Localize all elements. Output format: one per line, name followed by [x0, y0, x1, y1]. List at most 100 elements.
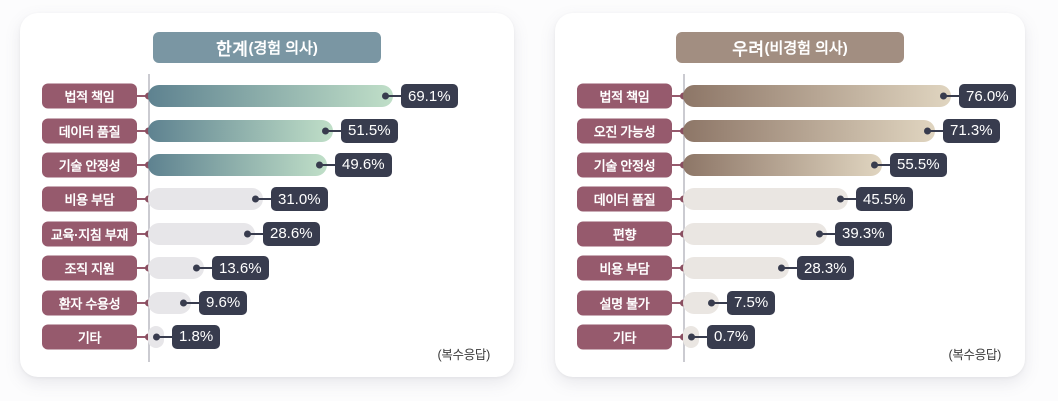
category-label-badge: 법적 책임: [42, 83, 137, 109]
category-label-badge: 기술 안정성: [42, 152, 137, 178]
label-tick-line: [135, 301, 148, 304]
category-label-badge: 법적 책임: [577, 83, 672, 109]
bar-row: 환자 수용성 9.6%: [20, 285, 514, 319]
category-label-badge: 교육·지침 부재: [42, 221, 137, 247]
value-label-badge: 31.0%: [271, 187, 328, 212]
bar-end-dot: [871, 161, 878, 169]
bar-row: 비용 부담 31.0%: [20, 182, 514, 216]
label-tick-line: [135, 163, 148, 166]
value-label-badge: 28.3%: [797, 256, 854, 281]
y-axis-line: [683, 74, 685, 362]
chart-title-sub: (비경험 의사): [764, 40, 848, 57]
value-connector-line: [841, 198, 856, 201]
category-label-badge: 기술 안정성: [577, 152, 672, 178]
bar-chart-concerns: 법적 책임 76.0% 오진 가능성 71.3% 기술 안정성 55.5% 데이터 품질 45…: [555, 74, 1025, 362]
bar-row: 기타 1.8%: [20, 320, 514, 354]
value-bar: [683, 153, 882, 176]
bar-row: 교육·지침 부재 28.6%: [20, 217, 514, 251]
value-connector-line: [320, 163, 335, 166]
bar-row: 기타 0.7%: [555, 320, 1025, 354]
bar-row: 법적 책임 76.0%: [555, 79, 1025, 113]
value-bar: [148, 119, 333, 142]
label-tick-line: [135, 129, 148, 132]
label-tick-line: [135, 232, 148, 235]
value-connector-line: [197, 267, 212, 270]
value-connector-line: [184, 301, 199, 304]
value-connector-line: [326, 129, 341, 132]
bar-end-dot: [193, 264, 200, 272]
value-label-badge: 0.7%: [707, 324, 756, 349]
value-label-badge: 13.6%: [212, 256, 269, 281]
value-bar: [683, 291, 719, 314]
category-label-badge: 데이터 품질: [577, 186, 672, 212]
value-label-badge: 49.6%: [335, 152, 392, 177]
bar-end-dot: [180, 299, 187, 307]
category-label-badge: 비용 부담: [42, 186, 137, 212]
bar-end-dot: [924, 127, 931, 135]
bar-row: 기술 안정성 49.6%: [20, 148, 514, 182]
label-tick-line: [670, 301, 683, 304]
category-label-badge: 조직 지원: [42, 255, 137, 281]
category-label-badge: 기타: [42, 324, 137, 350]
bar-end-dot: [382, 92, 389, 100]
label-tick-line: [135, 198, 148, 201]
label-tick-line: [670, 129, 683, 132]
value-bar: [683, 188, 848, 211]
chart-title-main: 한계: [216, 40, 249, 59]
bar-end-dot: [316, 161, 323, 169]
value-label-badge: 28.6%: [263, 221, 320, 246]
value-label-badge: 69.1%: [401, 84, 458, 109]
footnote-multiple-response: (복수응답): [948, 348, 1001, 362]
value-connector-line: [386, 95, 401, 98]
value-label-badge: 76.0%: [959, 84, 1016, 109]
category-label-badge: 비용 부담: [577, 255, 672, 281]
bar-end-dot: [940, 92, 947, 100]
value-connector-line: [712, 301, 727, 304]
value-connector-line: [692, 335, 707, 338]
category-label-badge: 설명 불가: [577, 290, 672, 316]
chart-card-concerns: 우려 (비경험 의사) 법적 책임 76.0% 오진 가능성 71.3% 기술 안정성 55…: [555, 13, 1025, 377]
bar-end-dot: [708, 299, 715, 307]
bar-chart-limitations: 법적 책임 69.1% 데이터 품질 51.5% 기술 안정성 49.6% 비용 부담 31.…: [20, 74, 514, 362]
value-connector-line: [782, 267, 797, 270]
value-label-badge: 55.5%: [890, 152, 947, 177]
chart-card-limitations: 한계 (경험 의사) 법적 책임 69.1% 데이터 품질 51.5% 기술 안정성 49.…: [20, 13, 514, 377]
category-label-badge: 편향: [577, 221, 672, 247]
category-label-badge: 환자 수용성: [42, 290, 137, 316]
bar-end-dot: [837, 195, 844, 203]
category-label-badge: 오진 가능성: [577, 118, 672, 144]
category-label-badge: 데이터 품질: [42, 118, 137, 144]
value-bar: [683, 222, 827, 245]
value-bar: [148, 222, 255, 245]
bar-end-dot: [153, 333, 160, 341]
value-connector-line: [944, 95, 959, 98]
value-label-badge: 9.6%: [199, 290, 248, 315]
bar-row: 법적 책임 69.1%: [20, 79, 514, 113]
label-tick-line: [670, 335, 683, 338]
value-bar: [148, 153, 327, 176]
value-bar: [683, 257, 789, 280]
value-bar: [148, 291, 191, 314]
label-tick-line: [670, 232, 683, 235]
label-tick-line: [135, 95, 148, 98]
value-label-badge: 71.3%: [943, 118, 1000, 143]
value-bar: [683, 85, 951, 108]
value-connector-line: [157, 335, 172, 338]
chart-title-main: 우려: [732, 40, 765, 59]
category-label-badge: 기타: [577, 324, 672, 350]
bar-row: 설명 불가 7.5%: [555, 285, 1025, 319]
bar-row: 오진 가능성 71.3%: [555, 113, 1025, 147]
bar-row: 기술 안정성 55.5%: [555, 148, 1025, 182]
value-bar: [683, 119, 935, 142]
bar-end-dot: [252, 195, 259, 203]
chart-title-limitations: 한계 (경험 의사): [153, 32, 381, 63]
value-bar: [148, 188, 263, 211]
value-connector-line: [256, 198, 271, 201]
bar-end-dot: [688, 333, 695, 341]
value-bar: [148, 257, 204, 280]
value-label-badge: 7.5%: [727, 290, 776, 315]
bar-end-dot: [322, 127, 329, 135]
bar-row: 조직 지원 13.6%: [20, 251, 514, 285]
bar-end-dot: [816, 230, 823, 238]
value-connector-line: [248, 232, 263, 235]
